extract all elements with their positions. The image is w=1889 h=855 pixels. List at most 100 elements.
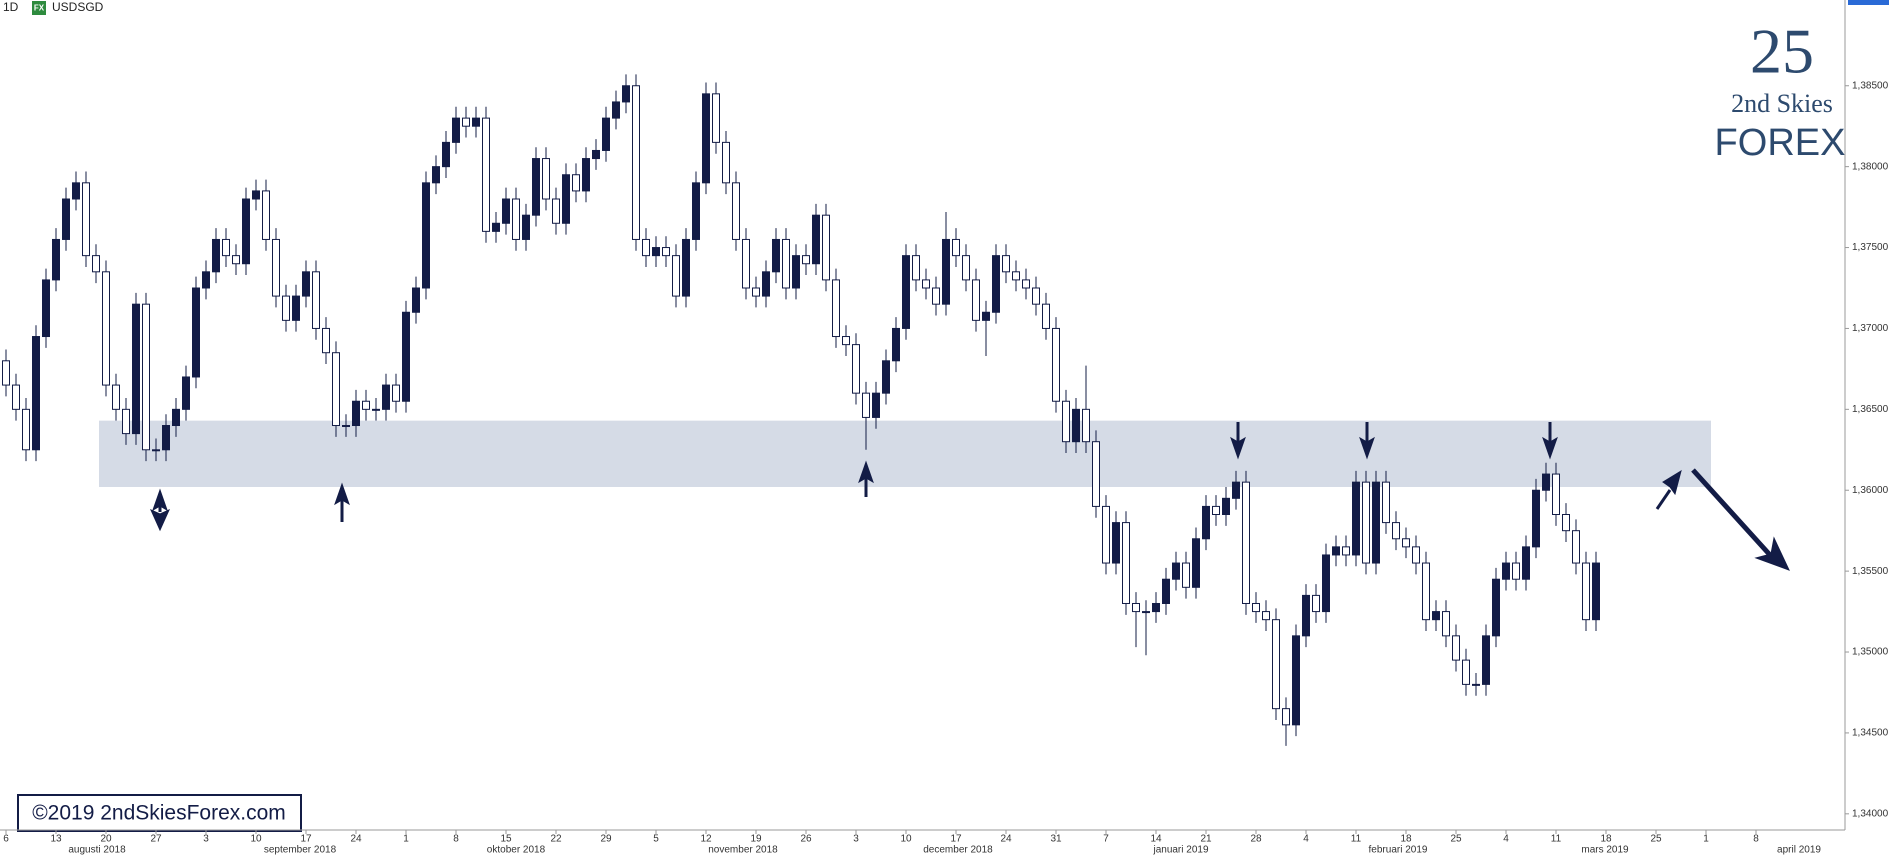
candle-body [292, 295, 300, 321]
candle-body [932, 287, 940, 305]
candle-body [822, 214, 830, 281]
candle-body [222, 238, 230, 257]
month-label: september 2018 [264, 845, 337, 855]
candle-body [42, 279, 50, 338]
candle-body [1192, 538, 1200, 588]
candle-body [1512, 562, 1520, 580]
candle-body [1312, 594, 1320, 613]
candle-body [442, 141, 450, 168]
candle-body [692, 182, 700, 240]
x-tick-label: 8 [1753, 834, 1759, 845]
x-tick-label: 18 [1400, 834, 1412, 845]
candle-body [942, 238, 950, 305]
candle-body [1362, 481, 1370, 564]
candle-body [532, 158, 540, 216]
candle-body [452, 117, 460, 143]
x-tick-label: 10 [250, 834, 262, 845]
x-tick-label: 17 [950, 834, 962, 845]
candle-body [1112, 522, 1120, 564]
month-label: november 2018 [708, 845, 778, 855]
y-tick-label: 1,35000 [1852, 647, 1889, 658]
candle-body [872, 392, 880, 418]
zone-layer [99, 420, 1711, 487]
candle-body [272, 238, 280, 297]
copyright-box: ©2019 2ndSkiesForex.com [17, 794, 302, 832]
candle-body [922, 279, 930, 289]
candle-body [572, 174, 580, 192]
candle-body [1432, 611, 1440, 621]
x-tick-label: 15 [500, 834, 512, 845]
candle-body [212, 238, 220, 273]
candle-body [612, 101, 620, 119]
x-tick-label: 3 [203, 834, 209, 845]
copyright: ©2019 2ndSkiesForex.com [32, 802, 286, 825]
candle-body [792, 255, 800, 289]
candle-body [1232, 481, 1240, 499]
candle-body [382, 384, 390, 410]
candle-body [172, 408, 180, 427]
candle-body [92, 255, 100, 273]
candle-body [112, 384, 120, 410]
candle-body [1022, 279, 1030, 289]
candle-body [182, 376, 190, 410]
x-tick-label: 1 [1703, 834, 1709, 845]
down-right-arrow [1691, 468, 1790, 571]
candle-body [1132, 602, 1140, 613]
x-tick-label: 20 [100, 834, 112, 845]
candle-body [82, 182, 90, 257]
candle-body [402, 311, 410, 402]
candle-body [1582, 562, 1590, 621]
candle-body [132, 303, 140, 435]
logo-mark: 25 [1750, 16, 1814, 87]
x-tick-label: 10 [900, 834, 912, 845]
header: 1D FX USDSGD [3, 0, 104, 15]
candle-body [1322, 554, 1330, 613]
candle-body [1462, 659, 1470, 685]
candle-body [1172, 562, 1180, 580]
candle-body [262, 190, 270, 240]
y-tick-label: 1,38000 [1852, 161, 1889, 172]
x-tick-label: 24 [1000, 834, 1012, 845]
candle-body [912, 255, 920, 281]
candle-body [1152, 602, 1160, 613]
candle-body [1572, 530, 1580, 564]
y-tick-label: 1,37000 [1852, 323, 1889, 334]
x-tick-label: 3 [853, 834, 859, 845]
down-arrow [1359, 422, 1375, 460]
candle-body [962, 255, 970, 281]
candle-body [592, 149, 600, 160]
candle-body [432, 166, 440, 184]
candle-body [352, 400, 360, 427]
candle-body [702, 93, 710, 184]
candle-body [582, 158, 590, 192]
candle-body [1072, 408, 1080, 443]
candle-body [552, 198, 560, 224]
candle-body [162, 425, 170, 451]
arrows [150, 422, 1790, 571]
x-tick-label: 8 [453, 834, 459, 845]
month-label: februari 2019 [1369, 845, 1428, 855]
candle-body [372, 408, 380, 411]
x-tick-label: 5 [653, 834, 659, 845]
candle-body [232, 255, 240, 265]
candle-body [1002, 255, 1010, 273]
candle-body [152, 449, 160, 452]
candle-body [462, 117, 470, 127]
candle-body [1392, 522, 1400, 540]
candle-body [1302, 594, 1310, 637]
y-tick-label: 1,36500 [1852, 404, 1889, 415]
candle-body [242, 198, 250, 265]
up-arrow [858, 460, 874, 497]
candle-body [732, 182, 740, 240]
badge: FX [34, 4, 45, 13]
x-tick-label: 24 [350, 834, 362, 845]
candle-body [1292, 635, 1300, 726]
candle-body [142, 303, 150, 451]
up-arrow [150, 488, 170, 532]
candle-body [302, 271, 310, 297]
candle-body [1502, 562, 1510, 580]
x-tick-label: 11 [1351, 834, 1362, 845]
candle-body [782, 238, 790, 289]
candle-body [802, 255, 810, 265]
